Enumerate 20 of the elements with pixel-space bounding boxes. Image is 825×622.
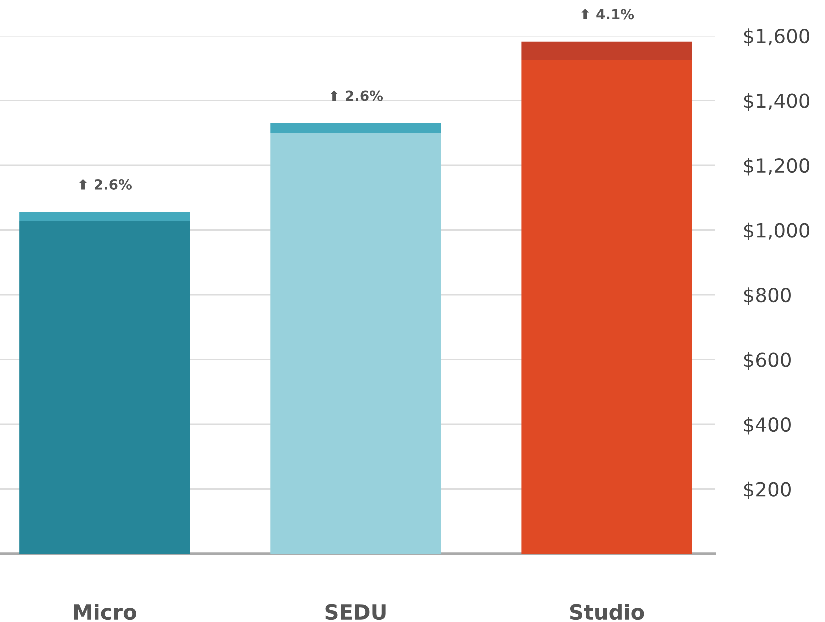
y-tick-label: $1,600 <box>744 28 810 46</box>
y-tick-label: $600 <box>744 352 791 370</box>
bar <box>20 221 190 554</box>
y-tick-label: $200 <box>744 482 791 500</box>
y-tick-label: $1,400 <box>744 93 810 111</box>
bar <box>270 123 442 134</box>
x-tick-label: Micro <box>74 604 136 620</box>
y-tick-label: $800 <box>744 288 791 306</box>
y-tick-label: $400 <box>744 417 791 435</box>
annotation: ⬆ 2.6% <box>330 90 384 102</box>
annotation: ⬆ 4.1% <box>582 9 634 20</box>
x-tick-label: Studio <box>570 604 644 620</box>
y-tick-label: $1,200 <box>744 158 810 176</box>
annotation: ⬆ 2.6% <box>80 179 132 190</box>
bar <box>522 60 692 554</box>
bar <box>20 212 190 222</box>
bar <box>270 133 442 554</box>
y-tick-label: $1,000 <box>744 222 810 240</box>
x-tick-label: SEDU <box>326 604 386 620</box>
bar <box>522 42 692 60</box>
